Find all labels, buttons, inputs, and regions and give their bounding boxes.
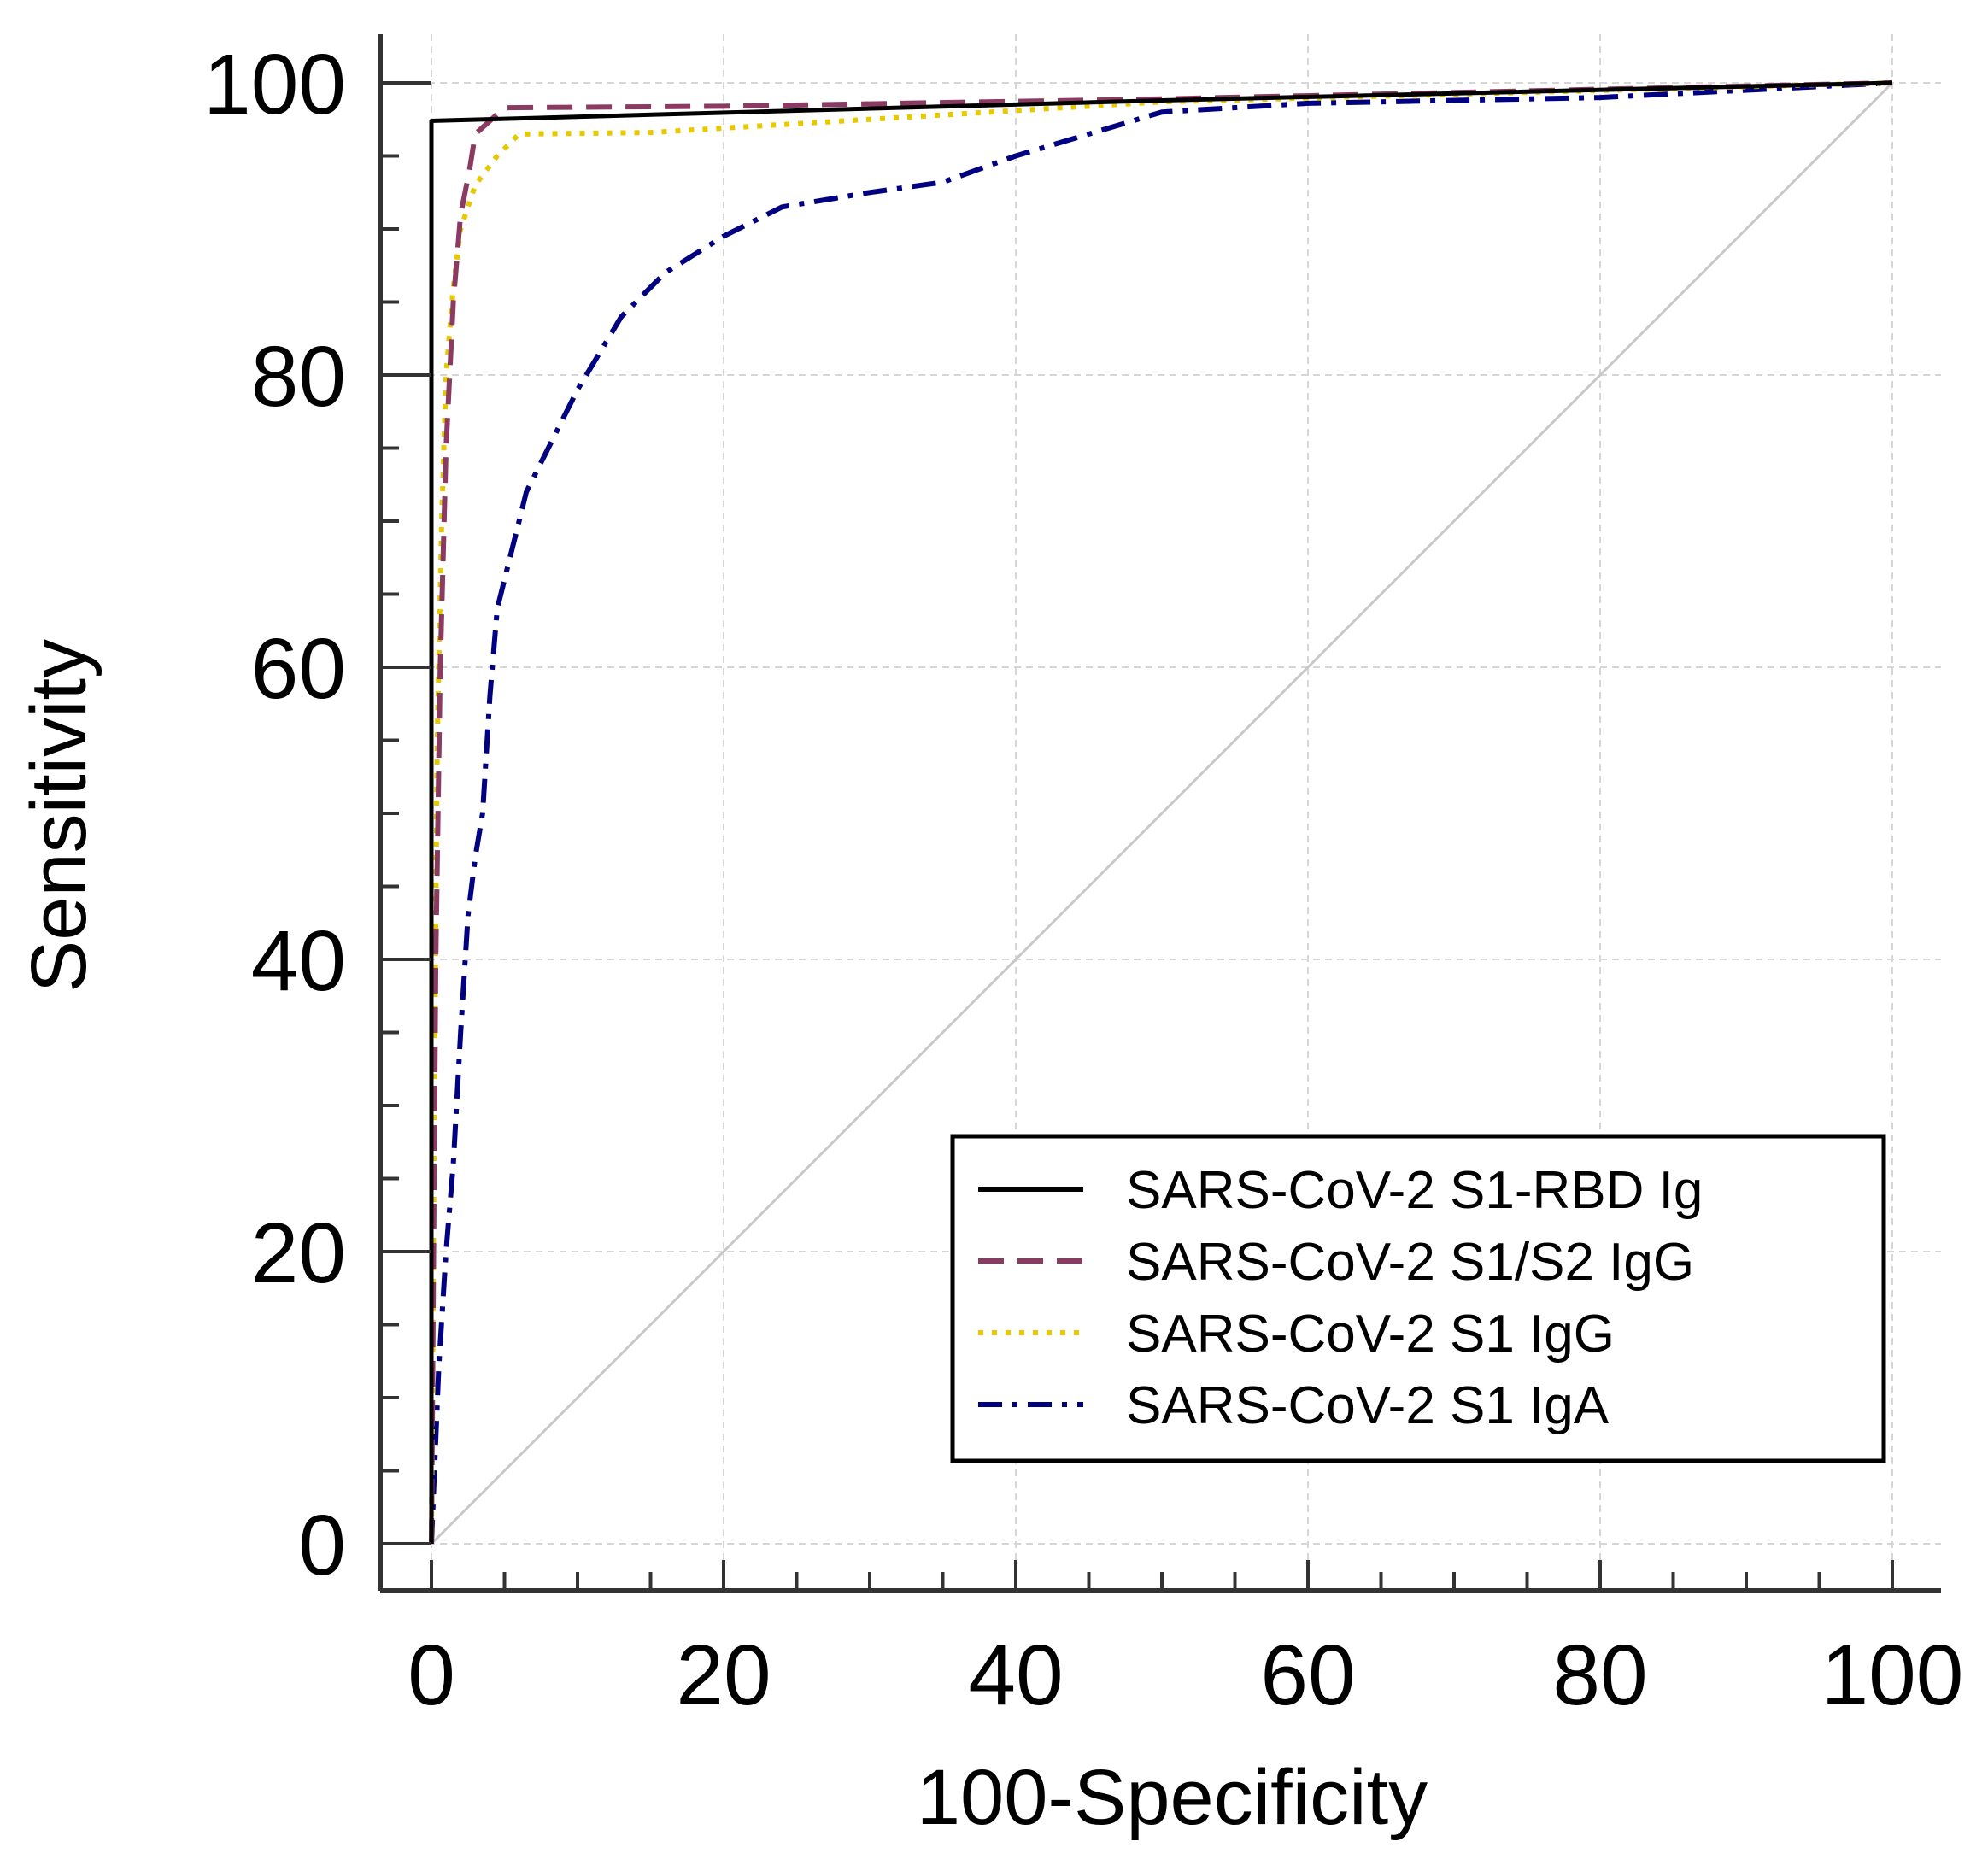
x-tick-label: 20 (676, 1627, 771, 1723)
y-tick-label: 60 (251, 621, 346, 717)
y-tick-label: 0 (298, 1498, 346, 1593)
legend-box (950, 1134, 1886, 1463)
x-tick-label: 60 (1260, 1627, 1355, 1723)
legend-label-s1-s2-igg: SARS-CoV-2 S1/S2 IgG (1126, 1233, 1694, 1292)
y-tick-label: 100 (203, 37, 346, 132)
x-tick-label: 0 (408, 1627, 455, 1723)
x-tick-label: 100 (1821, 1627, 1964, 1723)
legend: SARS-CoV-2 S1-RBD Ig SARS-CoV-2 S1/S2 Ig… (950, 1134, 1886, 1463)
y-tick-label: 20 (251, 1205, 346, 1301)
y-axis-title: Sensitivity (15, 639, 103, 993)
series-line-s1-rbd-ig (429, 80, 1893, 1544)
series-line-s1-iga (429, 80, 1893, 1545)
plot-area (429, 80, 1894, 1545)
legend-label-s1-rbd-ig: SARS-CoV-2 S1-RBD Ig (1126, 1161, 1703, 1220)
legend-label-s1-igg: SARS-CoV-2 S1 IgG (1126, 1305, 1615, 1364)
legend-label-s1-iga: SARS-CoV-2 S1 IgA (1126, 1376, 1610, 1435)
x-axis-title: 100-Specificity (917, 1754, 1428, 1841)
x-tick-label: 40 (968, 1627, 1063, 1723)
y-tick-label: 40 (251, 913, 346, 1009)
reference-diagonal (430, 81, 1894, 1545)
series-line-s1-s2-igg (429, 80, 1893, 1545)
axes: 0 20 40 60 80 100 0 20 40 60 80 100 (203, 34, 1963, 1723)
x-tick-label: 80 (1552, 1627, 1647, 1723)
y-tick-label: 80 (251, 329, 346, 425)
